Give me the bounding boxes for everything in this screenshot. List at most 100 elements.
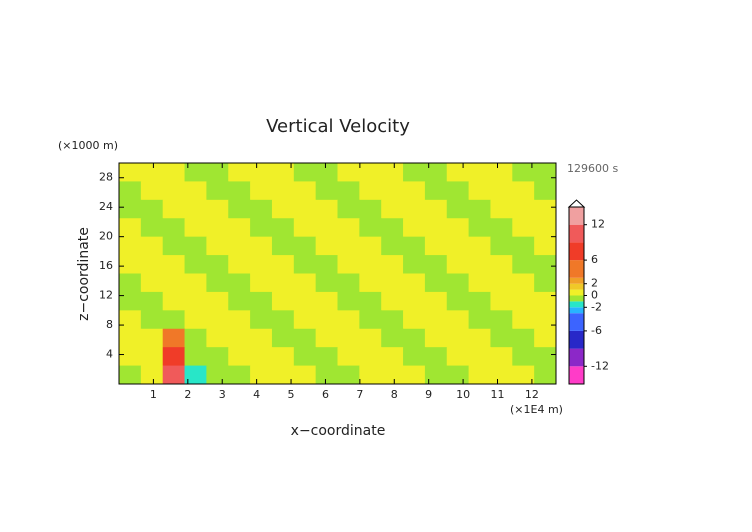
field-cell bbox=[403, 291, 426, 311]
field-cell bbox=[403, 328, 426, 348]
field-cell bbox=[228, 236, 251, 256]
field-cell bbox=[206, 328, 229, 348]
field-cell bbox=[512, 181, 535, 201]
field-cell bbox=[490, 218, 513, 238]
x-tick-label: 6 bbox=[322, 388, 329, 401]
field-cell bbox=[293, 218, 317, 238]
field-cell bbox=[424, 181, 448, 201]
x-tick-label: 3 bbox=[219, 388, 226, 401]
field-cell bbox=[293, 199, 317, 219]
field-cell bbox=[381, 199, 404, 219]
x-tick-label: 10 bbox=[456, 388, 470, 401]
field-cell bbox=[250, 310, 273, 330]
field-cell bbox=[424, 218, 448, 238]
field-cell bbox=[228, 199, 251, 219]
field-cell bbox=[271, 255, 295, 274]
field-cell bbox=[468, 199, 491, 219]
field-cell bbox=[446, 163, 470, 182]
field-cell bbox=[446, 291, 470, 311]
field-cell bbox=[381, 328, 404, 348]
field-cell bbox=[250, 163, 273, 182]
field-cell bbox=[184, 365, 207, 385]
field-cell bbox=[468, 255, 491, 274]
field-cell bbox=[337, 347, 360, 367]
field-cell bbox=[337, 236, 360, 256]
field-cell bbox=[140, 310, 164, 330]
colorbar-bin bbox=[569, 260, 584, 278]
field-cell bbox=[446, 365, 470, 385]
x-unit-label: (×1E4 m) bbox=[510, 403, 563, 416]
field-cell bbox=[228, 291, 251, 311]
field-cell bbox=[403, 163, 426, 182]
field-cell bbox=[228, 273, 251, 293]
field-cell bbox=[119, 255, 142, 274]
field-cell bbox=[359, 199, 382, 219]
field-cell bbox=[424, 365, 448, 385]
field-cell bbox=[250, 218, 273, 238]
field-cell bbox=[359, 273, 382, 293]
field-cell bbox=[512, 273, 535, 293]
field-cell bbox=[359, 181, 382, 201]
field-cell bbox=[337, 328, 360, 348]
field-cell bbox=[359, 236, 382, 256]
field-cell bbox=[359, 310, 382, 330]
field-cell bbox=[184, 310, 207, 330]
field-cell bbox=[184, 218, 207, 238]
field-cell bbox=[381, 273, 404, 293]
colorbar-bin bbox=[569, 224, 584, 243]
field-cell bbox=[512, 163, 535, 182]
field-cell bbox=[490, 255, 513, 274]
field-cell bbox=[446, 199, 470, 219]
field-cell bbox=[119, 291, 142, 311]
field-cell bbox=[512, 328, 535, 348]
field-cell bbox=[315, 310, 338, 330]
colorbar-bin bbox=[569, 307, 584, 314]
field-cell bbox=[512, 365, 535, 385]
field-cell bbox=[140, 163, 164, 182]
field-cell bbox=[337, 365, 360, 385]
field-cell bbox=[250, 291, 273, 311]
field-cell bbox=[271, 273, 295, 293]
field-cell bbox=[381, 163, 404, 182]
field-cell bbox=[359, 291, 382, 311]
field-cell bbox=[162, 199, 186, 219]
field-cell bbox=[228, 347, 251, 367]
field-cell bbox=[250, 236, 273, 256]
field-cell bbox=[490, 310, 513, 330]
field-cell bbox=[140, 218, 164, 238]
field-cell bbox=[534, 163, 557, 182]
field-cell bbox=[446, 273, 470, 293]
field-cell bbox=[490, 291, 513, 311]
field-cell bbox=[162, 328, 186, 348]
field-cell bbox=[162, 181, 186, 201]
field-cell bbox=[512, 347, 535, 367]
field-cell bbox=[184, 273, 207, 293]
field-cell bbox=[162, 347, 186, 367]
x-axis-title: x−coordinate bbox=[291, 423, 386, 439]
field-cell bbox=[359, 163, 382, 182]
field-cell bbox=[140, 328, 164, 348]
field-cell bbox=[424, 163, 448, 182]
field-cell bbox=[184, 163, 207, 182]
field-cell bbox=[468, 218, 491, 238]
field-cell bbox=[534, 365, 557, 385]
field-cell bbox=[228, 181, 251, 201]
colorbar-tick-label: 12 bbox=[591, 218, 605, 231]
y-tick-label: 8 bbox=[106, 318, 113, 331]
field-cell bbox=[162, 255, 186, 274]
field-cell bbox=[468, 291, 491, 311]
field-cell bbox=[468, 273, 491, 293]
y-axis-title: z−coordinate bbox=[76, 227, 92, 321]
y-tick-label: 20 bbox=[99, 230, 113, 243]
field-cell bbox=[250, 181, 273, 201]
field-cell bbox=[446, 255, 470, 274]
field-cell bbox=[271, 347, 295, 367]
field-cell bbox=[381, 255, 404, 274]
colorbar-tick-label: 6 bbox=[591, 253, 598, 266]
colorbar-bin bbox=[569, 313, 584, 331]
x-tick-label: 5 bbox=[288, 388, 295, 401]
field-cell bbox=[512, 255, 535, 274]
field-cell bbox=[206, 291, 229, 311]
field-cell bbox=[119, 273, 142, 293]
field-cell bbox=[140, 236, 164, 256]
